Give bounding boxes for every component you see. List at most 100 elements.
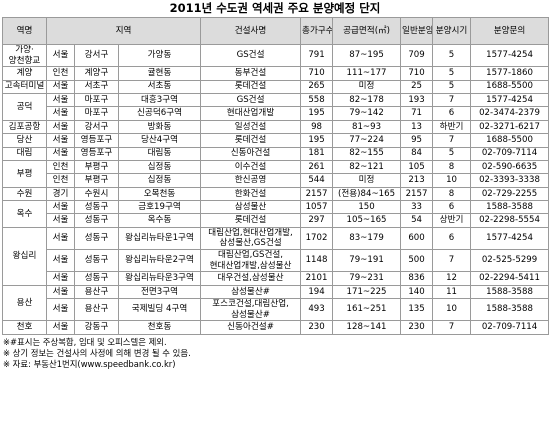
- table-cell: 귤현동: [117, 66, 202, 81]
- table-row: 왕십리 서울 성동구 왕십리뉴타운1구역 대림산업,현대산업개발,삼성물산,GS건설 17…: [2, 226, 550, 286]
- table-cell: 8: [432, 186, 472, 202]
- table-cell: 230: [400, 320, 434, 335]
- table-row: 가양·양천향교 서울 강서구 가양동 GS건설 791 87~195 709 5 1577-425…: [2, 43, 550, 68]
- note: ※ 상기 정보는 건설사의 사정에 의해 변경 될 수 있음.: [3, 347, 191, 358]
- table-cell: 서초구: [74, 79, 119, 94]
- table-cell: 대림산업,GS건설,현대산업개발,삼성물산: [200, 249, 302, 273]
- table-cell: 1588-3588: [470, 200, 550, 215]
- table-cell: 54: [400, 213, 434, 228]
- table-cell: 79~142: [332, 106, 402, 121]
- table-row: 서울 성동구 옥수동 롯데건설 297 105~165 54 상반기 02-2298-5554: [3, 213, 550, 228]
- table-cell: 롯데건설: [200, 79, 302, 94]
- table-cell: 1577-4254: [470, 226, 550, 251]
- table-cell: 대흥3구역: [117, 92, 202, 108]
- table-row: 용산 서울 용산구 전면3구역 삼성물산# 194 171~225 140 11 1588-358…: [2, 284, 550, 322]
- table-cell: 서울: [46, 119, 75, 135]
- table-cell: 213: [400, 173, 434, 188]
- table-cell: 서울: [46, 43, 75, 68]
- table-cell: 서울: [46, 284, 75, 300]
- notes: ※#표시는 주상복합, 임대 및 오피스텔은 제외. ※ 상기 정보는 건설사의 …: [3, 337, 550, 371]
- table-cell: 1057: [300, 200, 334, 215]
- table-cell: 서울: [46, 200, 75, 215]
- table-cell: 195: [300, 133, 334, 148]
- table-cell: 111~177: [332, 66, 402, 81]
- table-cell: 193: [400, 92, 434, 108]
- table-row: 서울 성동구 왕십리뉴타운3구역 대우건설,삼성물산 2101 79~231 836 12 02…: [3, 271, 550, 286]
- header-row: 역명 지역 건설사명 총가구수 공급면적(㎡) 일반분양 분양시기 분양문의: [2, 17, 550, 45]
- table-cell: 롯데건설: [200, 213, 302, 228]
- table-cell: 1577-4254: [470, 92, 550, 108]
- table-row: 서울 성동구 왕십리뉴타운2구역 대림산업,GS건설,현대산업개발,삼성물산 1148 7…: [3, 249, 550, 273]
- header-cell: 역명: [2, 17, 47, 45]
- table-cell: 5: [432, 79, 472, 94]
- station-cell: 김포공항: [2, 119, 47, 135]
- table-cell: 02-729-2255: [470, 186, 550, 202]
- table-cell: 성동구: [74, 213, 119, 228]
- header-cell: 건설사명: [200, 17, 302, 45]
- table-cell: 98: [300, 119, 334, 135]
- table-cell: 왕십리뉴타운2구역: [117, 249, 202, 273]
- table-cell: 용산구: [74, 298, 119, 322]
- table-row: 천호 서울 강동구 천호동 신동아건설# 230 128~141 230 7 02-709-711…: [2, 320, 550, 335]
- table-cell: 493: [300, 298, 334, 322]
- table-cell: 02-709-7114: [470, 320, 550, 335]
- table-cell: 105: [400, 159, 434, 175]
- table-cell: 하반기: [432, 119, 472, 135]
- table-cell: 79~231: [332, 271, 402, 286]
- table-cell: 신동아건설#: [200, 320, 302, 335]
- table-cell: 성동구: [74, 271, 119, 286]
- table-cell: 8: [432, 159, 472, 175]
- table-cell: 10: [432, 298, 472, 322]
- table-cell: 서울: [46, 133, 75, 148]
- table-cell: 261: [300, 159, 334, 175]
- table-cell: GS건설: [200, 43, 302, 68]
- table-cell: 194: [300, 284, 334, 300]
- table-cell: 대우건설,삼성물산: [200, 271, 302, 286]
- table-cell: 12: [432, 271, 472, 286]
- table-cell: 인천: [46, 159, 75, 175]
- table-cell: 대림산업,현대산업개발,삼성물산,GS건설: [200, 226, 302, 251]
- table-cell: 신공덕6구역: [117, 106, 202, 121]
- header-cell: 분양문의: [470, 17, 550, 45]
- note: ※ 자료: 부동산1번지(www.speedbank.co.kr): [3, 359, 176, 370]
- table-cell: 왕십리뉴타운1구역: [117, 226, 202, 251]
- table-cell: 544: [300, 173, 334, 188]
- table-cell: 95: [400, 133, 434, 148]
- table-cell: 왕십리뉴타운3구역: [117, 271, 202, 286]
- table-cell: 7: [432, 92, 472, 108]
- table-cell: 02-3474-2379: [470, 106, 550, 121]
- table-cell: 방화동: [117, 119, 202, 135]
- table-cell: GS건설: [200, 92, 302, 108]
- station-cell: 계양: [2, 66, 47, 81]
- table-cell: 신동아건설: [200, 146, 302, 161]
- header-cell: 총가구수: [300, 17, 334, 45]
- table-row: 계양 인천 계양구 귤현동 동부건설 710 111~177 710 5 1577-1860: [2, 66, 550, 81]
- table-cell: 성동구: [74, 249, 119, 273]
- table-cell: 82~178: [332, 92, 402, 108]
- table-cell: 가양동: [117, 43, 202, 68]
- table-row: 수원 경기 수원시 오목천동 한화건설 2157 (전용)84~165 2157 8 02-729…: [2, 186, 550, 202]
- header-cell: 일반분양: [400, 17, 434, 45]
- table-cell: 성동구: [74, 226, 119, 251]
- table-cell: 150: [332, 200, 402, 215]
- table-cell: 서울: [46, 226, 75, 251]
- table-cell: 230: [300, 320, 334, 335]
- table-row: 부평 인천 부평구 십정동 이수건설 261 82~121 105 8 02-590-6635: [2, 159, 550, 188]
- table-cell: 195: [300, 106, 334, 121]
- table-cell: 81~93: [332, 119, 402, 135]
- table-cell: 1577-4254: [470, 43, 550, 68]
- table-cell: 1148: [300, 249, 334, 273]
- table-cell: 서울: [46, 213, 75, 228]
- table-cell: 부평구: [74, 173, 119, 188]
- table-cell: 1688-5500: [470, 79, 550, 94]
- table-cell: 2101: [300, 271, 334, 286]
- table-cell: 영등포구: [74, 133, 119, 148]
- station-cell: 천호: [2, 320, 47, 335]
- table-cell: 십정동: [117, 173, 202, 188]
- table-cell: 삼성물산: [200, 200, 302, 215]
- station-cell: 용산: [2, 284, 47, 322]
- table-cell: 1577-1860: [470, 66, 550, 81]
- table-cell: 161~251: [332, 298, 402, 322]
- table-cell: 삼성물산#: [200, 284, 302, 300]
- table-cell: 710: [400, 66, 434, 81]
